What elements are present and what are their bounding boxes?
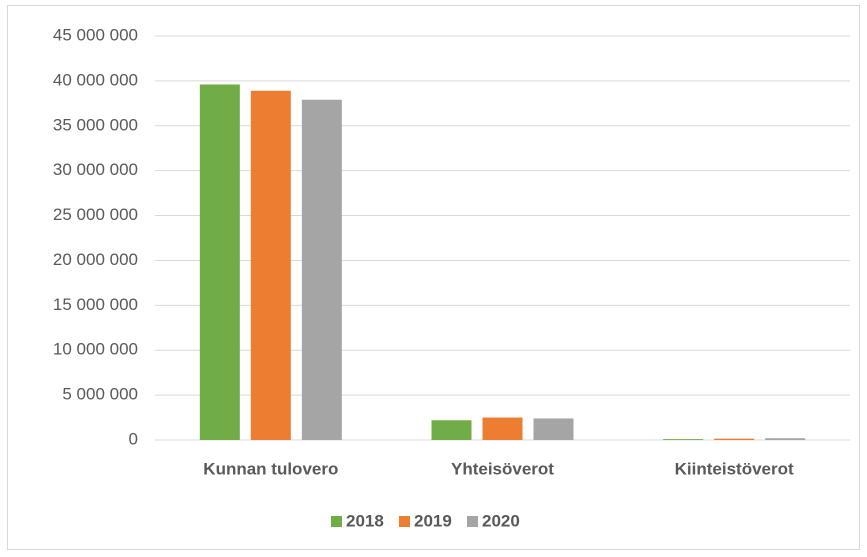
y-tick-label: 45 000 000	[53, 25, 138, 44]
bar	[250, 90, 291, 441]
bar	[301, 99, 342, 441]
y-tick-label: 5 000 000	[62, 385, 138, 404]
bar	[533, 418, 574, 440]
bar	[482, 417, 523, 440]
bar	[663, 439, 704, 440]
legend-label: 2019	[414, 511, 452, 530]
x-tick-label: Kunnan tulovero	[203, 459, 338, 478]
legend-swatch	[331, 516, 342, 527]
legend-swatch	[399, 516, 410, 527]
legend-label: 2020	[482, 511, 520, 530]
y-tick-label: 0	[129, 429, 138, 448]
y-tick-label: 10 000 000	[53, 340, 138, 359]
y-tick-label: 20 000 000	[53, 250, 138, 269]
bar	[714, 438, 755, 440]
x-tick-label: Kiinteistöverot	[675, 459, 794, 478]
chart-border	[7, 5, 860, 550]
y-tick-label: 25 000 000	[53, 205, 138, 224]
y-tick-label: 40 000 000	[53, 70, 138, 89]
x-tick-label: Yhteisöverot	[451, 459, 554, 478]
bar	[431, 420, 472, 440]
y-tick-label: 35 000 000	[53, 115, 138, 134]
y-tick-label: 15 000 000	[53, 295, 138, 314]
bar	[765, 438, 806, 440]
bar	[199, 84, 240, 440]
legend-swatch	[467, 516, 478, 527]
y-tick-label: 30 000 000	[53, 160, 138, 179]
legend-label: 2018	[346, 511, 384, 530]
